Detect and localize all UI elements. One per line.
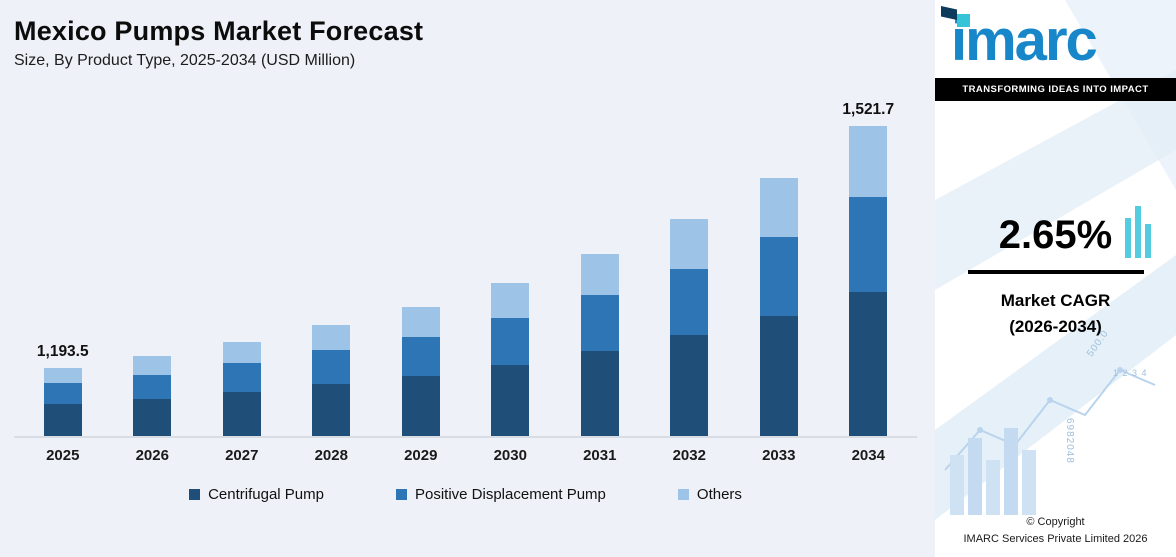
- legend-item-positive-displacement-pump: Positive Displacement Pump: [395, 486, 606, 503]
- bar-column-2029: [376, 86, 466, 436]
- legend-item-others: Others: [677, 486, 742, 503]
- cagr-label: Market CAGR: [1000, 291, 1111, 310]
- brand-tagline: TRANSFORMING IDEAS INTO IMPACT: [935, 78, 1176, 101]
- page-subtitle: Size, By Product Type, 2025-2034 (USD Mi…: [14, 52, 356, 69]
- segment-positive-displacement-pump-2032: [670, 269, 709, 335]
- chart-legend: Centrifugal Pump Positive Displacement Pu…: [14, 486, 917, 503]
- x-axis-label-2032: 2032: [672, 447, 706, 464]
- decor-number: 1 2 3 4: [1113, 368, 1148, 378]
- bar-column-2032: [645, 86, 735, 436]
- cagr-block: 2.65% Market CAGR (2026-2034): [935, 213, 1176, 341]
- copyright-line1: © Copyright: [1026, 516, 1085, 528]
- segment-centrifugal-pump-2030: [491, 365, 530, 436]
- cagr-period: (2026-2034): [1009, 317, 1102, 337]
- bar-column-2034: 1,521.7: [824, 86, 914, 436]
- copyright-notice: © Copyright IMARC Services Private Limit…: [935, 514, 1176, 547]
- segment-positive-displacement-pump-2031: [580, 295, 619, 351]
- x-axis-label-2029: 2029: [404, 447, 438, 464]
- x-axis-label-2028: 2028: [314, 447, 348, 464]
- stacked-bar-2032: [670, 219, 709, 436]
- stacked-bar-2025: [43, 368, 82, 436]
- segment-centrifugal-pump-2034: [849, 292, 888, 436]
- legend-label-others: Others: [696, 486, 742, 503]
- legend-swatch-others: [677, 489, 689, 500]
- segment-others-2032: [670, 219, 709, 269]
- stacked-bar-2029: [401, 307, 440, 436]
- cagr-value: 2.65%: [998, 213, 1113, 257]
- segment-others-2033: [759, 178, 798, 237]
- total-value-label-2025: 1,193.5: [36, 343, 89, 360]
- segment-centrifugal-pump-2025: [43, 404, 82, 436]
- segment-positive-displacement-pump-2029: [401, 337, 440, 376]
- decorative-shapes-svg: [935, 0, 1176, 520]
- legend-label-positive-displacement-pump: Positive Displacement Pump: [414, 486, 606, 503]
- segment-centrifugal-pump-2032: [670, 335, 709, 436]
- imarc-logo: imarc: [935, 0, 1176, 70]
- stacked-bar-2030: [491, 283, 530, 436]
- x-axis-label-2034: 2034: [851, 447, 885, 464]
- segment-positive-displacement-pump-2028: [312, 350, 351, 384]
- x-axis-label-2030: 2030: [493, 447, 527, 464]
- total-value-label-2034: 1,521.7: [842, 101, 895, 118]
- segment-others-2029: [401, 307, 440, 337]
- legend-swatch-centrifugal-pump: [189, 489, 201, 500]
- legend-item-centrifugal-pump: Centrifugal Pump: [189, 486, 324, 503]
- segment-positive-displacement-pump-2026: [133, 375, 172, 399]
- legend-label-centrifugal-pump: Centrifugal Pump: [208, 486, 324, 503]
- decorative-graphics: 500.0 1 2 3 4 6982048: [935, 0, 1176, 557]
- stacked-bar-2027: [222, 342, 261, 436]
- segment-others-2026: [133, 356, 172, 375]
- segment-others-2030: [491, 283, 530, 318]
- segment-positive-displacement-pump-2030: [491, 318, 530, 365]
- x-axis-label-2031: 2031: [583, 447, 617, 464]
- segment-others-2031: [580, 254, 619, 295]
- segment-centrifugal-pump-2026: [133, 399, 172, 436]
- segment-centrifugal-pump-2029: [401, 376, 440, 436]
- segment-others-2028: [312, 325, 351, 350]
- x-axis-label-2025: 2025: [46, 447, 80, 464]
- segment-positive-displacement-pump-2034: [849, 197, 888, 292]
- copyright-line2: IMARC Services Private Limited 2026: [963, 532, 1148, 545]
- stacked-bar-2031: [580, 254, 619, 436]
- stacked-bar-2033: [759, 178, 798, 436]
- segment-others-2027: [222, 342, 261, 363]
- segment-positive-displacement-pump-2025: [43, 383, 82, 404]
- x-axis-label-2027: 2027: [225, 447, 259, 464]
- segment-positive-displacement-pump-2027: [222, 363, 261, 392]
- bar-column-2027: [197, 86, 287, 436]
- bar-column-2028: [287, 86, 377, 436]
- segment-others-2025: [43, 368, 82, 383]
- x-axis-label-2033: 2033: [762, 447, 796, 464]
- bar-column-2025: 1,193.5: [18, 86, 108, 436]
- logo-wordmark: imarc: [951, 8, 1098, 73]
- stacked-bar-2028: [312, 325, 351, 436]
- segment-others-2034: [849, 126, 888, 197]
- logo-flag-icon: [941, 6, 957, 20]
- stacked-bar-2034: [849, 126, 888, 436]
- bar-column-2030: [466, 86, 556, 436]
- bar-column-2033: [734, 86, 824, 436]
- bar-column-2026: [108, 86, 198, 436]
- cagr-divider: [967, 270, 1144, 274]
- stacked-bar-2026: [133, 356, 172, 436]
- segment-centrifugal-pump-2028: [312, 384, 351, 436]
- segment-centrifugal-pump-2031: [580, 351, 619, 436]
- logo-dot-icon: [957, 14, 970, 27]
- page-title: Mexico Pumps Market Forecast: [14, 16, 424, 46]
- bar-column-2031: [555, 86, 645, 436]
- segment-centrifugal-pump-2027: [222, 392, 261, 436]
- x-axis: 2025 2026 2027 2028 2029 2030 2031 2032 2033 2034: [14, 447, 917, 464]
- brand-sidebar: 500.0 1 2 3 4 6982048 imarc TRANSFORMING…: [935, 0, 1176, 557]
- segment-positive-displacement-pump-2033: [759, 237, 798, 316]
- x-axis-label-2026: 2026: [135, 447, 169, 464]
- legend-swatch-positive-displacement-pump: [395, 489, 407, 500]
- chart-panel: Mexico Pumps Market Forecast Size, By Pr…: [0, 0, 935, 557]
- segment-centrifugal-pump-2033: [759, 316, 798, 436]
- plot-area: 1,193.5 1,521.7: [14, 86, 917, 438]
